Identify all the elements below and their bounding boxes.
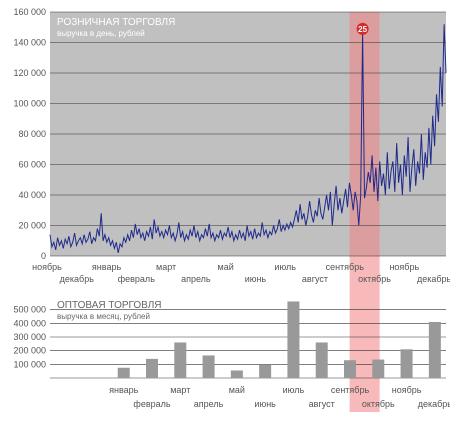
retail-month-label: ноябрь xyxy=(32,262,62,272)
retail-month-label: сентябрь xyxy=(326,262,365,272)
wholesale-month-label: сентябрь xyxy=(331,385,370,395)
wholesale-month-label: март xyxy=(170,385,190,395)
wholesale-bar xyxy=(230,370,243,378)
wholesale-bar xyxy=(372,359,385,378)
wholesale-bar xyxy=(315,342,328,378)
retail-month-labels: ноябрь январь март май июль сентябрь ноябрь дек… xyxy=(32,262,450,284)
retail-y-tick-label: 140 000 xyxy=(13,38,46,48)
wholesale-title: ОПТОВАЯ ТОРГОВЛЯ xyxy=(57,300,162,311)
wholesale-bar xyxy=(117,367,130,378)
wholesale-month-label: июнь xyxy=(254,399,276,409)
retail-month-label: июль xyxy=(274,262,296,272)
wholesale-bar xyxy=(174,342,187,378)
retail-month-label: январь xyxy=(92,262,122,272)
retail-revenue-line xyxy=(49,24,447,254)
wholesale-y-tick-label: 300 000 xyxy=(13,332,46,342)
wholesale-bar xyxy=(428,321,441,378)
retail-y-axis: 0 20 000 40 000 60 000 80 000 100 000 120 000 1… xyxy=(13,7,46,261)
wholesale-bar xyxy=(259,365,272,378)
retail-month-label: ноябрь xyxy=(389,262,419,272)
retail-month-label: февраль xyxy=(118,274,155,284)
wholesale-month-label: октябрь xyxy=(362,399,395,409)
retail-month-label: декабрь xyxy=(60,274,95,284)
wholesale-month-label: январь xyxy=(109,385,139,395)
wholesale-bar xyxy=(202,355,215,378)
wholesale-month-label: ноябрь xyxy=(392,385,422,395)
peak-marker-dot xyxy=(356,22,369,35)
october-highlight-band xyxy=(349,12,380,412)
retail-y-tick-label: 40 000 xyxy=(18,190,46,200)
retail-gridlines xyxy=(50,11,446,257)
wholesale-y-tick-label: 400 000 xyxy=(13,318,46,328)
retail-title: РОЗНИЧНАЯ ТОРГОВЛЯ xyxy=(57,17,175,28)
wholesale-y-tick-label: 200 000 xyxy=(13,346,46,356)
wholesale-month-label: декабрь xyxy=(418,399,450,409)
wholesale-subtitle: выручка в месяц, рублей xyxy=(57,312,150,321)
retail-month-label: июнь xyxy=(245,274,267,284)
retail-month-label: октябрь xyxy=(358,274,391,284)
retail-y-tick-label: 120 000 xyxy=(13,68,46,78)
retail-peak-marker: 25 xyxy=(356,22,369,35)
retail-y-tick-label: 20 000 xyxy=(18,221,46,231)
wholesale-bar xyxy=(287,301,300,378)
retail-y-tick-label: 160 000 xyxy=(13,7,46,17)
retail-y-tick-label: 100 000 xyxy=(13,99,46,109)
wholesale-y-tick-label: 500 000 xyxy=(13,305,46,315)
retail-y-tick-label: 0 xyxy=(41,251,46,261)
retail-y-tick-label: 60 000 xyxy=(18,160,46,170)
retail-month-label: март xyxy=(156,262,176,272)
wholesale-month-label: июль xyxy=(283,385,305,395)
retail-month-label: декабрь xyxy=(417,274,450,284)
wholesale-month-label: февраль xyxy=(133,399,170,409)
retail-month-label: август xyxy=(302,274,328,284)
wholesale-y-tick-label: 100 000 xyxy=(13,359,46,369)
retail-month-label: май xyxy=(218,262,234,272)
wholesale-month-label: апрель xyxy=(194,399,224,409)
wholesale-bar xyxy=(344,360,356,378)
wholesale-month-label: август xyxy=(309,399,335,409)
wholesale-month-label: май xyxy=(229,385,245,395)
wholesale-bar xyxy=(146,358,158,378)
peak-marker-label: 25 xyxy=(358,25,367,34)
wholesale-y-axis: 100 000 200 000 300 000 400 000 500 000 xyxy=(13,305,46,370)
retail-month-label: апрель xyxy=(181,274,211,284)
retail-subtitle: выручка в день, рублей xyxy=(57,29,145,38)
wholesale-month-labels: январь март май июль сентябрь ноябрь февраль ап… xyxy=(109,385,450,409)
retail-y-tick-label: 80 000 xyxy=(18,129,46,139)
wholesale-bar xyxy=(400,349,413,378)
wholesale-bars xyxy=(117,301,441,378)
